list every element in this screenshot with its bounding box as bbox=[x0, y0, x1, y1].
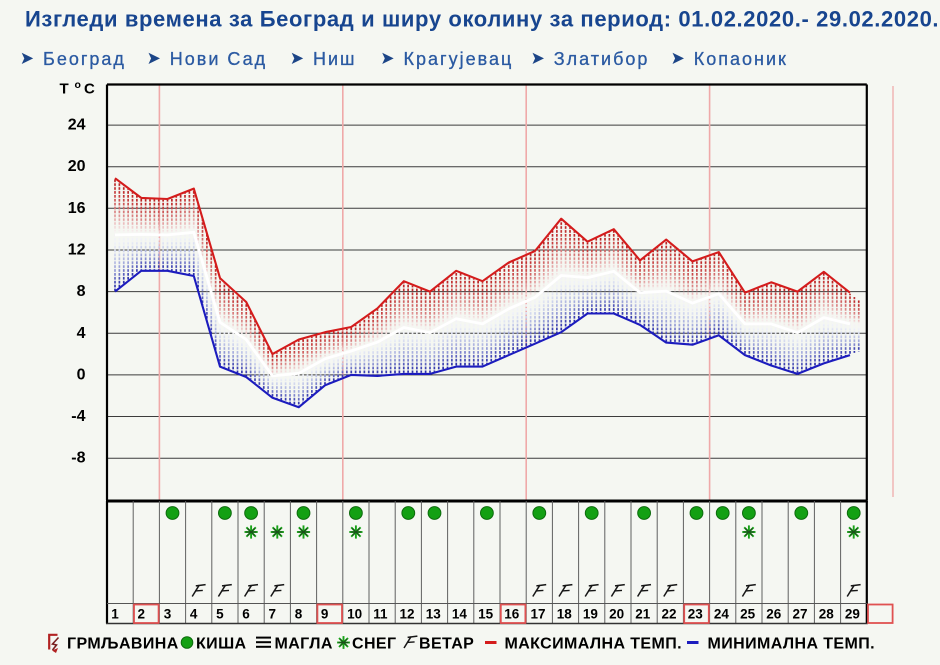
svg-text:18: 18 bbox=[557, 607, 573, 622]
svg-text:28: 28 bbox=[819, 607, 835, 622]
svg-text:22: 22 bbox=[662, 607, 677, 622]
svg-text:Копаоник: Копаоник bbox=[694, 49, 788, 69]
svg-text:0: 0 bbox=[77, 366, 86, 383]
svg-text:12: 12 bbox=[400, 607, 415, 622]
svg-text:29: 29 bbox=[845, 607, 860, 622]
svg-text:24: 24 bbox=[714, 607, 730, 622]
svg-text:С: С bbox=[84, 81, 95, 98]
svg-text:Крагујевац: Крагујевац bbox=[404, 49, 514, 69]
svg-text:24: 24 bbox=[68, 117, 86, 134]
svg-text:-8: -8 bbox=[71, 450, 85, 467]
svg-text:3: 3 bbox=[164, 607, 172, 622]
svg-text:4: 4 bbox=[190, 607, 198, 622]
svg-text:17: 17 bbox=[531, 607, 546, 622]
svg-text:Нови Сад: Нови Сад bbox=[170, 49, 267, 69]
svg-text:МАГЛА: МАГЛА bbox=[275, 636, 333, 653]
svg-text:9: 9 bbox=[321, 607, 329, 622]
svg-text:15: 15 bbox=[478, 607, 494, 622]
svg-text:8: 8 bbox=[295, 607, 303, 622]
svg-text:23: 23 bbox=[688, 607, 704, 622]
svg-text:7: 7 bbox=[269, 607, 277, 622]
svg-text:2: 2 bbox=[138, 607, 146, 622]
svg-text:Златибор: Златибор bbox=[554, 49, 650, 69]
svg-text:12: 12 bbox=[68, 242, 86, 259]
svg-text:26: 26 bbox=[766, 607, 782, 622]
svg-text:о: о bbox=[75, 79, 81, 91]
svg-text:13: 13 bbox=[426, 607, 442, 622]
svg-text:16: 16 bbox=[504, 607, 520, 622]
svg-text:8: 8 bbox=[77, 283, 86, 300]
svg-text:16: 16 bbox=[68, 200, 86, 217]
svg-text:14: 14 bbox=[452, 607, 468, 622]
svg-text:ВЕТАР: ВЕТАР bbox=[419, 636, 474, 653]
svg-text:27: 27 bbox=[793, 607, 808, 622]
svg-text:4: 4 bbox=[77, 325, 86, 342]
svg-text:5: 5 bbox=[216, 607, 224, 622]
svg-text:25: 25 bbox=[740, 607, 756, 622]
svg-text:20: 20 bbox=[68, 158, 86, 175]
svg-text:10: 10 bbox=[347, 607, 362, 622]
svg-text:МАКСИМАЛНА ТЕМП.: МАКСИМАЛНА ТЕМП. bbox=[505, 636, 682, 653]
svg-text:6: 6 bbox=[242, 607, 250, 622]
svg-text:Ниш: Ниш bbox=[313, 49, 357, 69]
svg-text:Изгледи времена за Београд и ш: Изгледи времена за Београд и ширу околин… bbox=[25, 7, 939, 32]
svg-text:20: 20 bbox=[609, 607, 624, 622]
svg-text:КИША: КИША bbox=[196, 636, 247, 653]
svg-text:МИНИМАЛНА ТЕМП.: МИНИМАЛНА ТЕМП. bbox=[708, 636, 875, 653]
svg-text:19: 19 bbox=[583, 607, 598, 622]
svg-text:Београд: Београд bbox=[43, 49, 126, 69]
svg-text:1: 1 bbox=[111, 607, 119, 622]
svg-text:-4: -4 bbox=[71, 408, 85, 425]
svg-text:ГРМЉАВИНА: ГРМЉАВИНА bbox=[67, 636, 179, 653]
svg-text:СНЕГ: СНЕГ bbox=[352, 636, 396, 653]
svg-text:21: 21 bbox=[635, 607, 651, 622]
svg-text:Т: Т bbox=[60, 81, 69, 98]
svg-text:11: 11 bbox=[373, 607, 388, 622]
